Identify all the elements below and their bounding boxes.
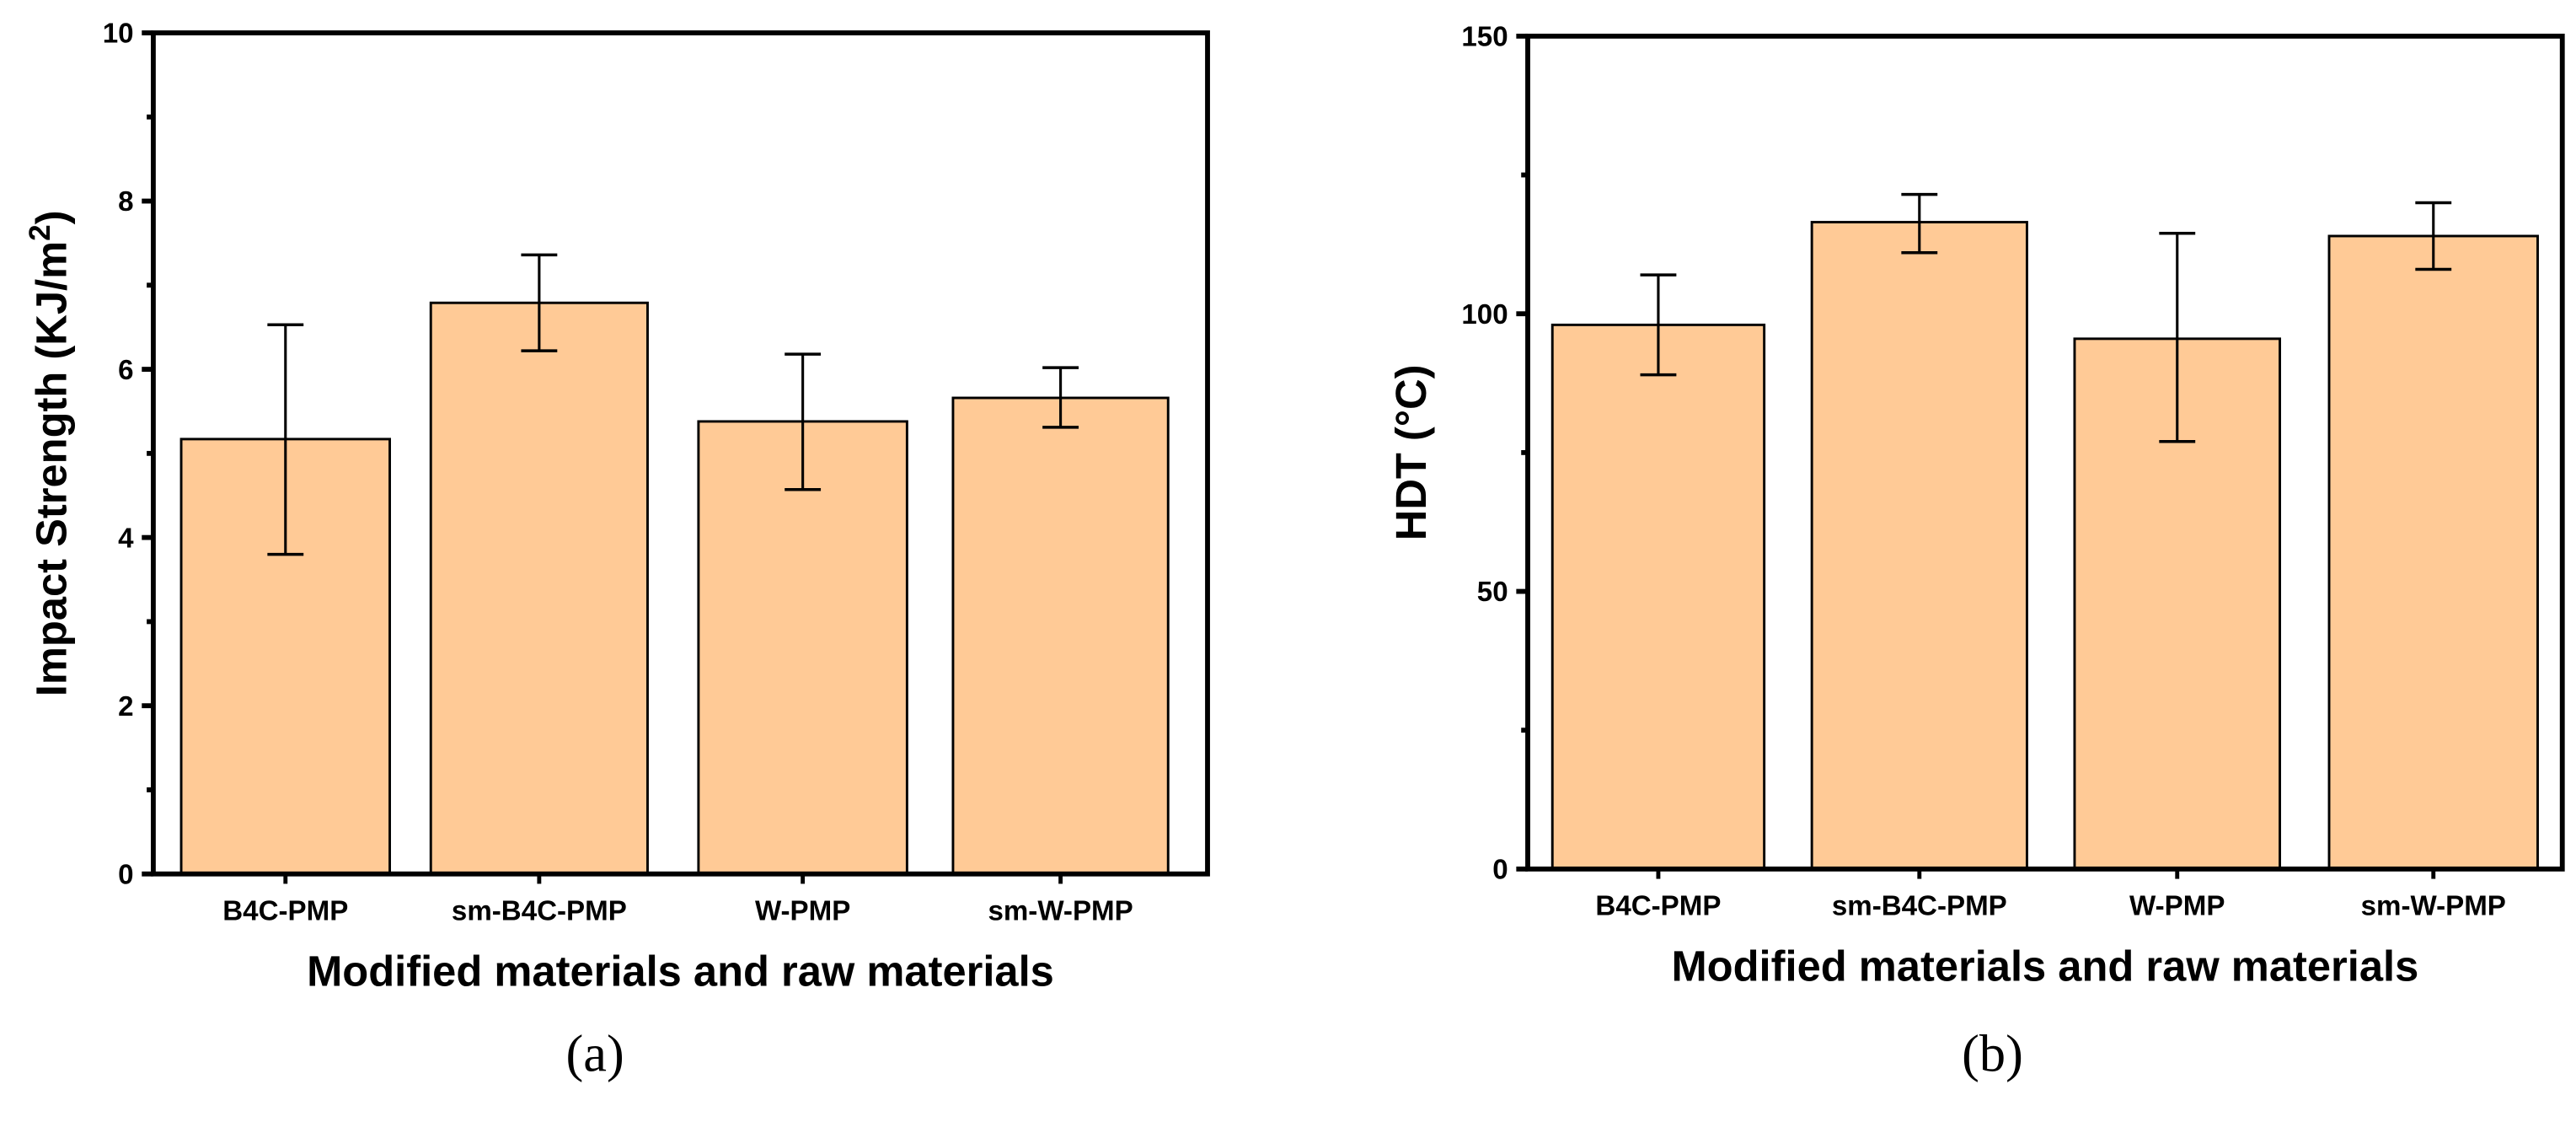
y-tick-label: 150 [1461,22,1508,53]
bar-sm-W-PMP [2327,234,2539,871]
y-tick-label: 2 [118,691,133,722]
bar-B4C-PMP [1550,323,1766,871]
panel-caption: (a) [566,1025,624,1083]
y-axis-label: HDT (°C) [1387,364,1435,540]
chart-panel-b: B4C-PMP sm-B4C-PMP W-PMP sm-W-PMP 0 50 100 150 M… [1387,22,2565,1083]
bar-sm-W-PMP [951,396,1170,876]
y-tick-label: 0 [1492,855,1508,886]
bar-W-PMP [697,420,908,876]
x-tick-label: B4C-PMP [1595,890,1721,921]
x-axis-label: Modified materials and raw materials [307,947,1054,995]
x-tick-label: W-PMP [755,895,850,926]
x-tick-label: sm-B4C-PMP [1832,890,2007,921]
y-axis-label-superscript: 2 [24,224,56,241]
panel-caption: (b) [1962,1025,2023,1083]
bar-sm-B4C-PMP [1810,221,2028,871]
y-tick-label: 4 [118,523,134,554]
y-tick-label: 8 [118,186,133,217]
y-axis-label-text: HDT (°C) [1387,364,1435,540]
y-axis-label-text: Impact Strength (KJ/m [28,241,76,696]
x-tick-label: B4C-PMP [222,895,348,926]
y-tick-label: 100 [1461,299,1508,330]
x-tick-label: sm-B4C-PMP [452,895,627,926]
y-tick-label: 6 [118,355,133,386]
y-tick-label: 0 [118,859,133,890]
x-axis-label: Modified materials and raw materials [1671,942,2418,990]
chart-panel-a: B4C-PMP sm-B4C-PMP W-PMP sm-W-PMP 0 2 4 6 8 10 Mod… [24,19,1210,1083]
y-axis-label-end: ) [28,210,76,224]
y-tick-label: 10 [103,19,134,50]
x-tick-label: sm-W-PMP [988,895,1133,926]
y-axis-label: Impact Strength (KJ/m2) [24,210,75,696]
y-tick-label: 50 [1477,577,1508,608]
bar-sm-B4C-PMP [429,301,649,876]
x-tick-label: sm-W-PMP [2361,890,2506,921]
x-tick-label: W-PMP [2129,890,2225,921]
